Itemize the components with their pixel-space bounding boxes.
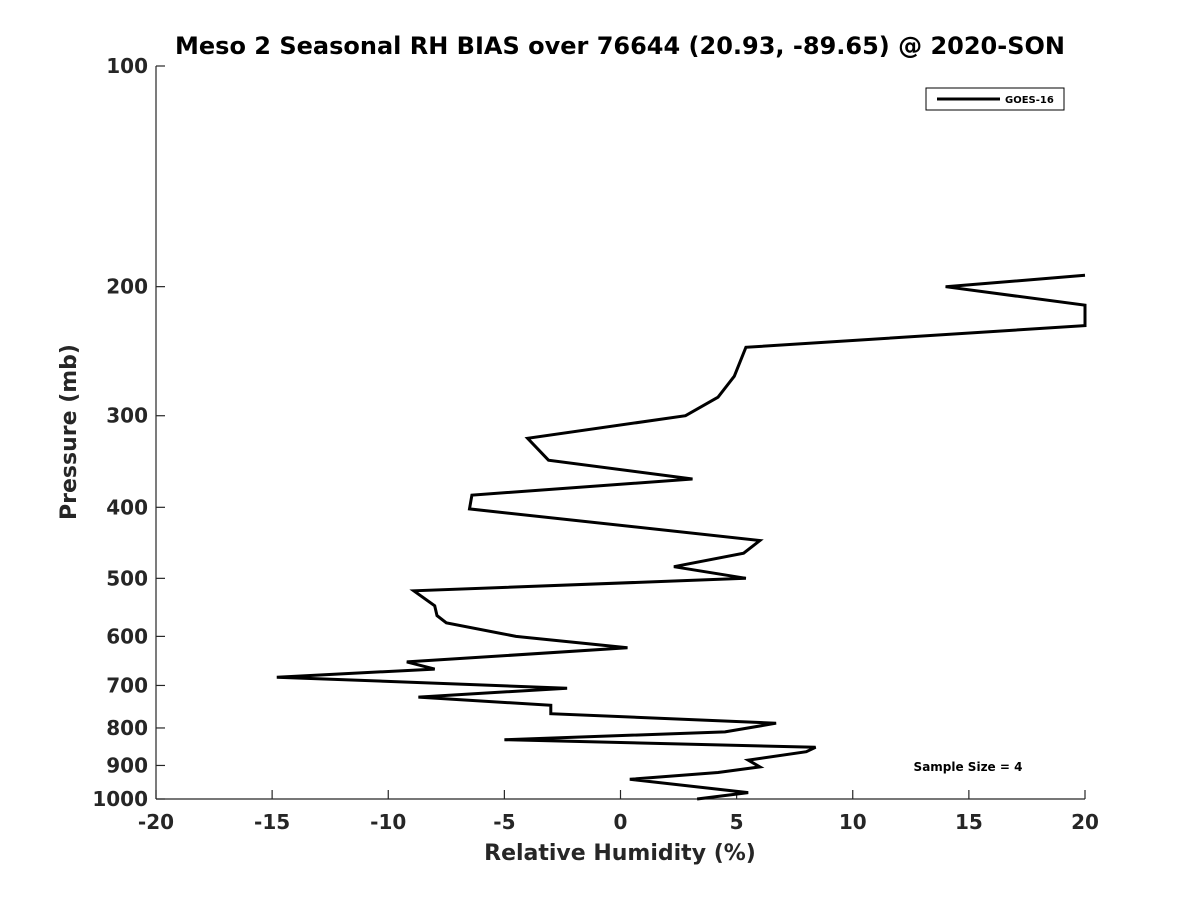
y-tick-label: 300	[106, 404, 148, 428]
sample-size-annotation: Sample Size = 4	[914, 760, 1023, 774]
y-tick-label: 700	[106, 673, 148, 697]
chart-title: Meso 2 Seasonal RH BIAS over 76644 (20.9…	[175, 32, 1065, 60]
y-tick-label: 500	[106, 566, 148, 590]
x-tick-label: 5	[730, 810, 744, 834]
y-axis-label: Pressure (mb)	[57, 344, 82, 520]
x-tick-label: 20	[1071, 810, 1099, 834]
legend-label-goes-16: GOES-16	[1005, 95, 1054, 106]
y-tick-label: 1000	[92, 787, 148, 811]
series-line-goes-16	[276, 273, 1087, 801]
y-tick-label: 100	[106, 54, 148, 78]
x-tick-label: 10	[839, 810, 867, 834]
legend: GOES-16	[925, 87, 1065, 111]
plot-axes	[155, 66, 1085, 800]
y-tick-label: 900	[106, 753, 148, 777]
x-tick-label: -10	[370, 810, 406, 834]
series-group	[276, 273, 1087, 801]
y-axis-ticks: 100 200 300 400 500 600 700 800 900 1000	[92, 54, 165, 811]
x-axis-ticks: -20 -15 -10 -5 0 5 10 15 20	[138, 790, 1099, 834]
y-tick-label: 800	[106, 716, 148, 740]
x-tick-label: 15	[955, 810, 983, 834]
y-tick-label: 400	[106, 495, 148, 519]
x-tick-label: -15	[254, 810, 290, 834]
y-tick-label: 200	[106, 275, 148, 299]
x-tick-label: -5	[493, 810, 515, 834]
y-tick-label: 600	[106, 624, 148, 648]
x-tick-label: -20	[138, 810, 174, 834]
x-tick-label: 0	[614, 810, 628, 834]
x-axis-label: Relative Humidity (%)	[484, 841, 756, 866]
